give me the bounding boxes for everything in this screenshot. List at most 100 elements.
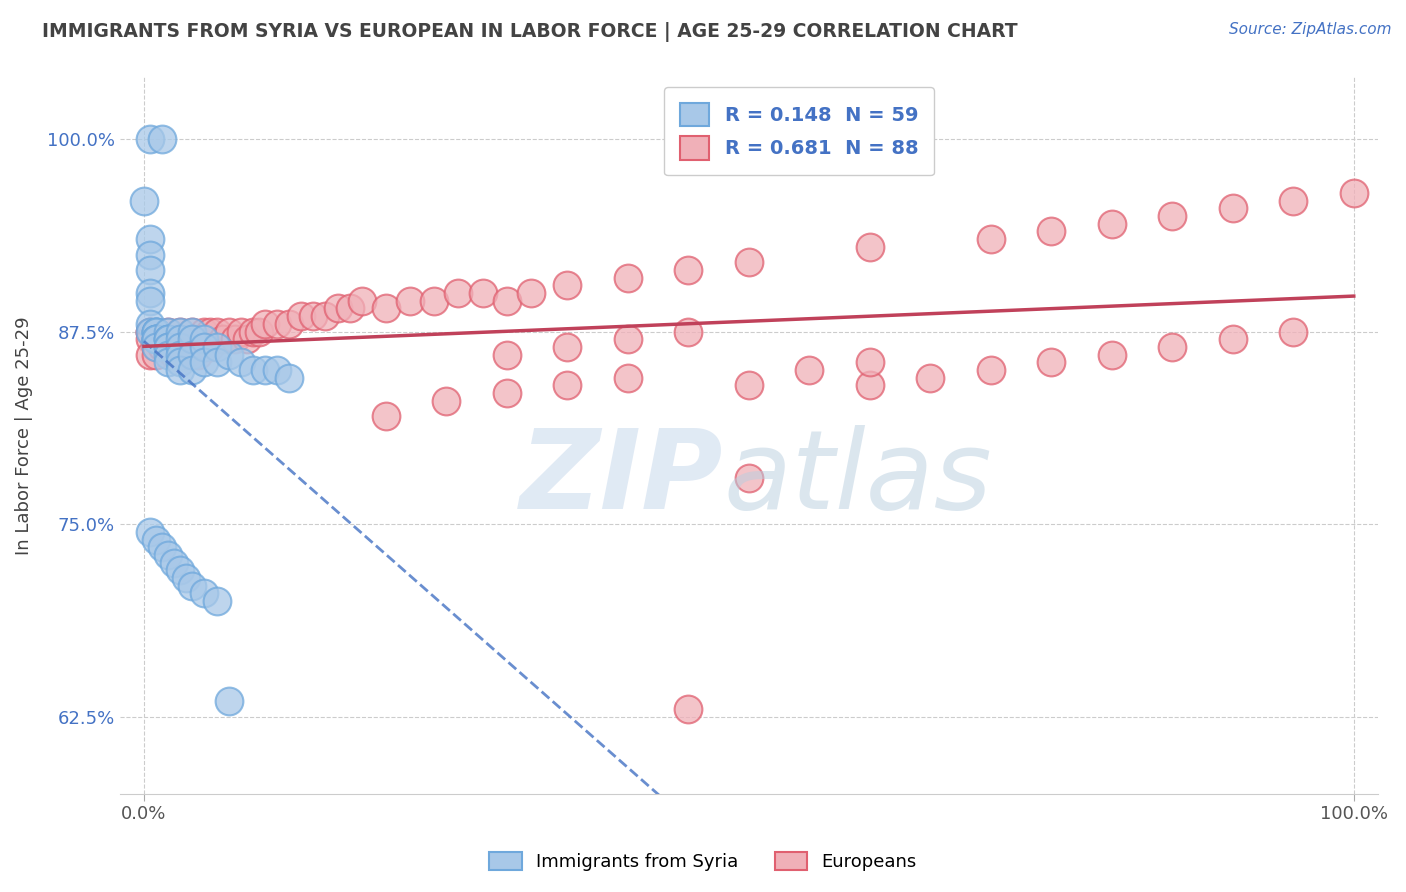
Point — [447, 286, 470, 301]
Point — [181, 363, 204, 377]
Point — [157, 548, 180, 562]
Point — [145, 325, 167, 339]
Text: Source: ZipAtlas.com: Source: ZipAtlas.com — [1229, 22, 1392, 37]
Point — [181, 332, 204, 346]
Point — [799, 363, 821, 377]
Point — [145, 332, 167, 346]
Point — [169, 325, 191, 339]
Point — [150, 332, 173, 346]
Point — [859, 378, 882, 392]
Point — [1040, 355, 1063, 369]
Point — [247, 325, 270, 339]
Point — [326, 301, 349, 316]
Point — [1222, 332, 1244, 346]
Point — [181, 325, 204, 339]
Point — [205, 355, 228, 369]
Point — [678, 263, 700, 277]
Point — [557, 378, 579, 392]
Point — [1343, 186, 1365, 200]
Point — [145, 533, 167, 547]
Point — [150, 540, 173, 554]
Point — [278, 317, 301, 331]
Point — [157, 325, 180, 339]
Point — [157, 332, 180, 346]
Point — [145, 340, 167, 354]
Point — [200, 340, 222, 354]
Point — [169, 340, 191, 354]
Point — [520, 286, 543, 301]
Point — [290, 309, 312, 323]
Point — [738, 378, 761, 392]
Point — [157, 355, 180, 369]
Point — [617, 371, 640, 385]
Point — [1161, 209, 1184, 223]
Point — [423, 293, 446, 308]
Point — [145, 332, 167, 346]
Point — [374, 301, 396, 316]
Point — [211, 332, 233, 346]
Point — [1101, 217, 1123, 231]
Point — [169, 348, 191, 362]
Point — [145, 332, 167, 346]
Point — [139, 348, 162, 362]
Point — [139, 524, 162, 539]
Point — [266, 317, 288, 331]
Point — [181, 340, 204, 354]
Point — [193, 340, 215, 354]
Point — [738, 255, 761, 269]
Legend: R = 0.148  N = 59, R = 0.681  N = 88: R = 0.148 N = 59, R = 0.681 N = 88 — [665, 87, 934, 176]
Point — [224, 332, 246, 346]
Point — [139, 263, 162, 277]
Point — [253, 363, 276, 377]
Point — [1101, 348, 1123, 362]
Point — [242, 325, 264, 339]
Point — [157, 325, 180, 339]
Point — [434, 393, 457, 408]
Point — [145, 325, 167, 339]
Point — [253, 317, 276, 331]
Point — [314, 309, 336, 323]
Y-axis label: In Labor Force | Age 25-29: In Labor Force | Age 25-29 — [15, 317, 32, 555]
Point — [920, 371, 942, 385]
Point — [139, 325, 162, 339]
Point — [339, 301, 361, 316]
Text: ZIP: ZIP — [520, 425, 724, 532]
Point — [617, 332, 640, 346]
Point — [181, 348, 204, 362]
Point — [139, 286, 162, 301]
Point — [236, 332, 259, 346]
Point — [145, 332, 167, 346]
Point — [169, 348, 191, 362]
Point — [145, 332, 167, 346]
Point — [139, 232, 162, 246]
Point — [496, 293, 519, 308]
Point — [205, 340, 228, 354]
Point — [139, 325, 162, 339]
Point — [139, 317, 162, 331]
Point — [163, 348, 186, 362]
Point — [738, 471, 761, 485]
Point — [169, 332, 191, 346]
Point — [471, 286, 494, 301]
Text: IMMIGRANTS FROM SYRIA VS EUROPEAN IN LABOR FORCE | AGE 25-29 CORRELATION CHART: IMMIGRANTS FROM SYRIA VS EUROPEAN IN LAB… — [42, 22, 1018, 42]
Point — [229, 325, 252, 339]
Point — [181, 579, 204, 593]
Point — [859, 240, 882, 254]
Point — [399, 293, 422, 308]
Point — [193, 340, 215, 354]
Point — [145, 340, 167, 354]
Point — [229, 355, 252, 369]
Point — [145, 325, 167, 339]
Point — [557, 278, 579, 293]
Point — [1222, 202, 1244, 216]
Point — [617, 270, 640, 285]
Point — [218, 694, 240, 708]
Point — [169, 332, 191, 346]
Point — [157, 340, 180, 354]
Point — [496, 348, 519, 362]
Point — [145, 325, 167, 339]
Point — [150, 132, 173, 146]
Point — [193, 325, 215, 339]
Point — [181, 325, 204, 339]
Point — [1040, 224, 1063, 238]
